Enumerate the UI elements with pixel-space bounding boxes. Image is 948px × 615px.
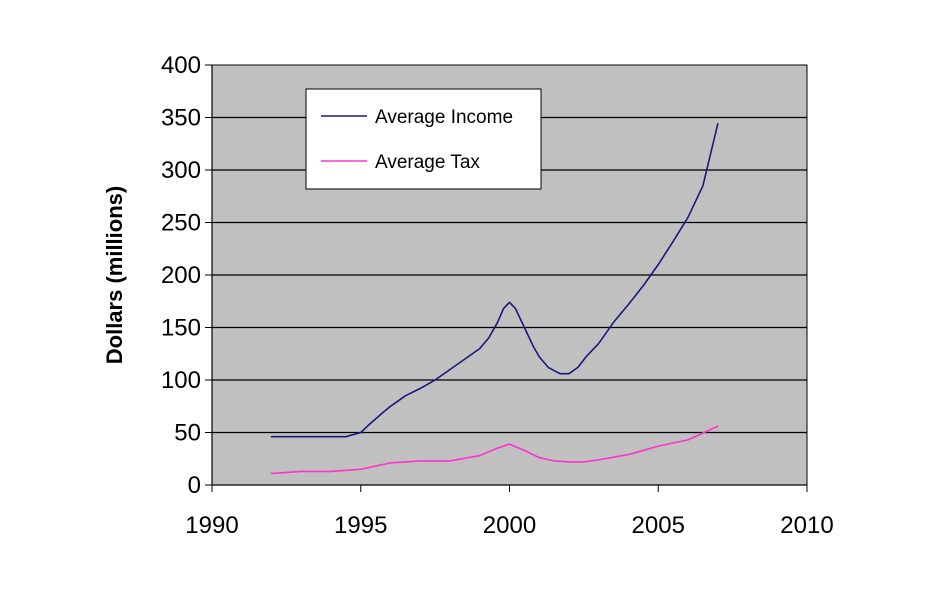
x-tick-label-2005: 2005 [632,512,685,539]
y-tick-label-100: 100 [161,367,201,394]
series-lines [270,123,719,475]
legend-label-income: Average Income [375,107,513,128]
y-tick-label-300: 300 [161,157,201,184]
y-tick-label-50: 50 [174,420,201,447]
y-tick-label-250: 250 [161,210,201,237]
y-tick-label-400: 400 [161,52,201,79]
legend: Average Income Average Tax [305,88,542,190]
y-axis-label: Dollars (millions) [102,186,127,364]
series-line-average-income [270,123,719,438]
series-line-average-tax [270,425,719,475]
x-tick-label-1995: 1995 [334,512,387,539]
y-tick-label-350: 350 [161,105,201,132]
y-tick-label-200: 200 [161,262,201,289]
x-tick-label-1990: 1990 [185,512,238,539]
x-tick-label-2010: 2010 [780,512,833,539]
legend-label-tax: Average Tax [375,152,480,173]
axes [205,64,808,492]
x-tick-label-2000: 2000 [483,512,536,539]
y-tick-label-150: 150 [161,315,201,342]
tick-labels: 0 50 100 150 200 250 300 350 400 1990 1995 2000 2005… [161,52,834,539]
legend-box [305,88,542,190]
y-tick-label-0: 0 [188,472,201,499]
